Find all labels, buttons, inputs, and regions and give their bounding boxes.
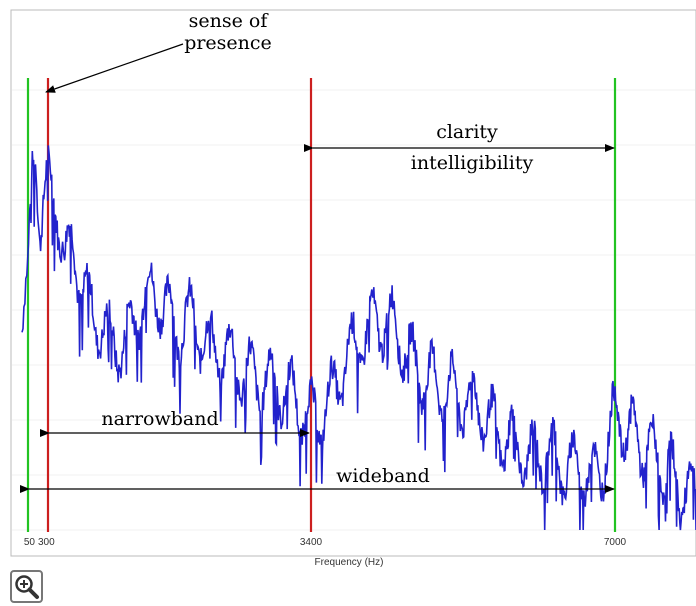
x-axis-ticks: 50 300 3400 7000 (24, 537, 627, 548)
x-tick-label: 7000 (604, 537, 627, 548)
chart-svg: sense of presence clarity intelligibilit… (10, 9, 696, 568)
plot-frame (10, 9, 696, 557)
annotation-narrowband: narrowband (101, 408, 218, 430)
annotation-sense-line2: presence (184, 32, 272, 54)
spectrum-series-line (21, 145, 696, 531)
band-markers (26, 78, 617, 532)
zoom-button[interactable] (10, 570, 43, 603)
sense-of-presence-arrow (45, 43, 184, 93)
annotation-intelligibility: intelligibility (411, 152, 534, 174)
spectrum-chart: sense of presence clarity intelligibilit… (10, 9, 696, 568)
x-tick-label: 3400 (300, 537, 323, 548)
x-tick-label: 300 (38, 537, 55, 548)
x-tick-label: 50 (24, 537, 36, 548)
x-axis-title: Frequency (Hz) (315, 557, 384, 568)
annotation-sense-line1: sense of (189, 10, 270, 32)
annotation-clarity: clarity (436, 121, 498, 143)
zoom-in-icon (15, 575, 39, 599)
annotation-wideband: wideband (336, 465, 430, 487)
annotation-arrows (20, 43, 615, 493)
